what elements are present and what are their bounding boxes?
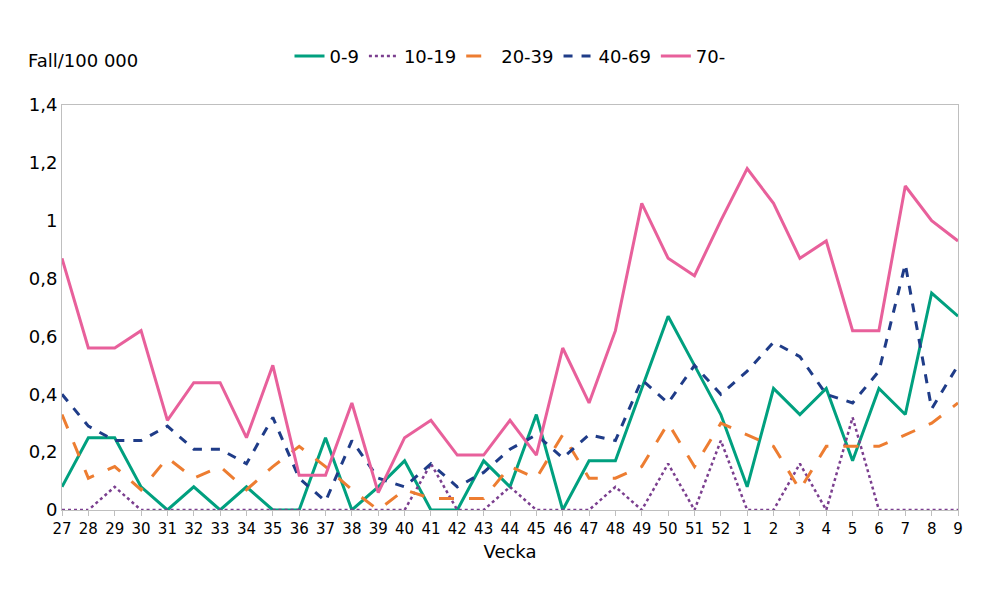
svg-text:10-19: 10-19	[404, 46, 456, 67]
svg-text:34: 34	[237, 520, 256, 538]
svg-text:52: 52	[711, 520, 730, 538]
svg-text:38: 38	[342, 520, 361, 538]
svg-text:49: 49	[632, 520, 651, 538]
svg-text:2: 2	[769, 520, 779, 538]
svg-text:9: 9	[953, 520, 963, 538]
svg-text:45: 45	[527, 520, 546, 538]
svg-text:35: 35	[263, 520, 282, 538]
svg-text:44: 44	[500, 520, 519, 538]
svg-text:40-69: 40-69	[599, 46, 651, 67]
svg-text:1,2: 1,2	[29, 152, 58, 173]
svg-text:7: 7	[901, 520, 911, 538]
svg-text:4: 4	[821, 520, 831, 538]
svg-text:40: 40	[395, 520, 414, 538]
svg-text:Vecka: Vecka	[483, 541, 536, 562]
svg-text:29: 29	[105, 520, 124, 538]
svg-text:48: 48	[606, 520, 625, 538]
svg-text:Fall/100 000: Fall/100 000	[28, 50, 138, 71]
svg-text:1,4: 1,4	[29, 94, 58, 115]
svg-text:31: 31	[158, 520, 177, 538]
svg-text:5: 5	[848, 520, 858, 538]
svg-text:33: 33	[211, 520, 230, 538]
svg-text:0,4: 0,4	[29, 384, 58, 405]
svg-text:70-: 70-	[696, 46, 725, 67]
svg-text:36: 36	[290, 520, 309, 538]
svg-text:1: 1	[742, 520, 752, 538]
svg-text:0-9: 0-9	[330, 46, 359, 67]
svg-text:27: 27	[52, 520, 71, 538]
svg-text:50: 50	[659, 520, 678, 538]
svg-text:28: 28	[79, 520, 98, 538]
svg-text:39: 39	[369, 520, 388, 538]
svg-text:0,6: 0,6	[29, 326, 58, 347]
svg-text:32: 32	[184, 520, 203, 538]
svg-text:47: 47	[580, 520, 599, 538]
svg-text:3: 3	[795, 520, 805, 538]
svg-text:43: 43	[474, 520, 493, 538]
svg-text:0,8: 0,8	[29, 268, 58, 289]
svg-text:51: 51	[685, 520, 704, 538]
svg-text:6: 6	[874, 520, 884, 538]
svg-text:8: 8	[927, 520, 937, 538]
svg-text:1: 1	[46, 210, 57, 231]
svg-text:20-39: 20-39	[501, 46, 553, 67]
svg-text:30: 30	[132, 520, 151, 538]
svg-text:0: 0	[46, 499, 57, 520]
svg-text:37: 37	[316, 520, 335, 538]
svg-text:46: 46	[553, 520, 572, 538]
svg-text:0,2: 0,2	[29, 441, 58, 462]
svg-text:41: 41	[421, 520, 440, 538]
svg-text:42: 42	[448, 520, 467, 538]
